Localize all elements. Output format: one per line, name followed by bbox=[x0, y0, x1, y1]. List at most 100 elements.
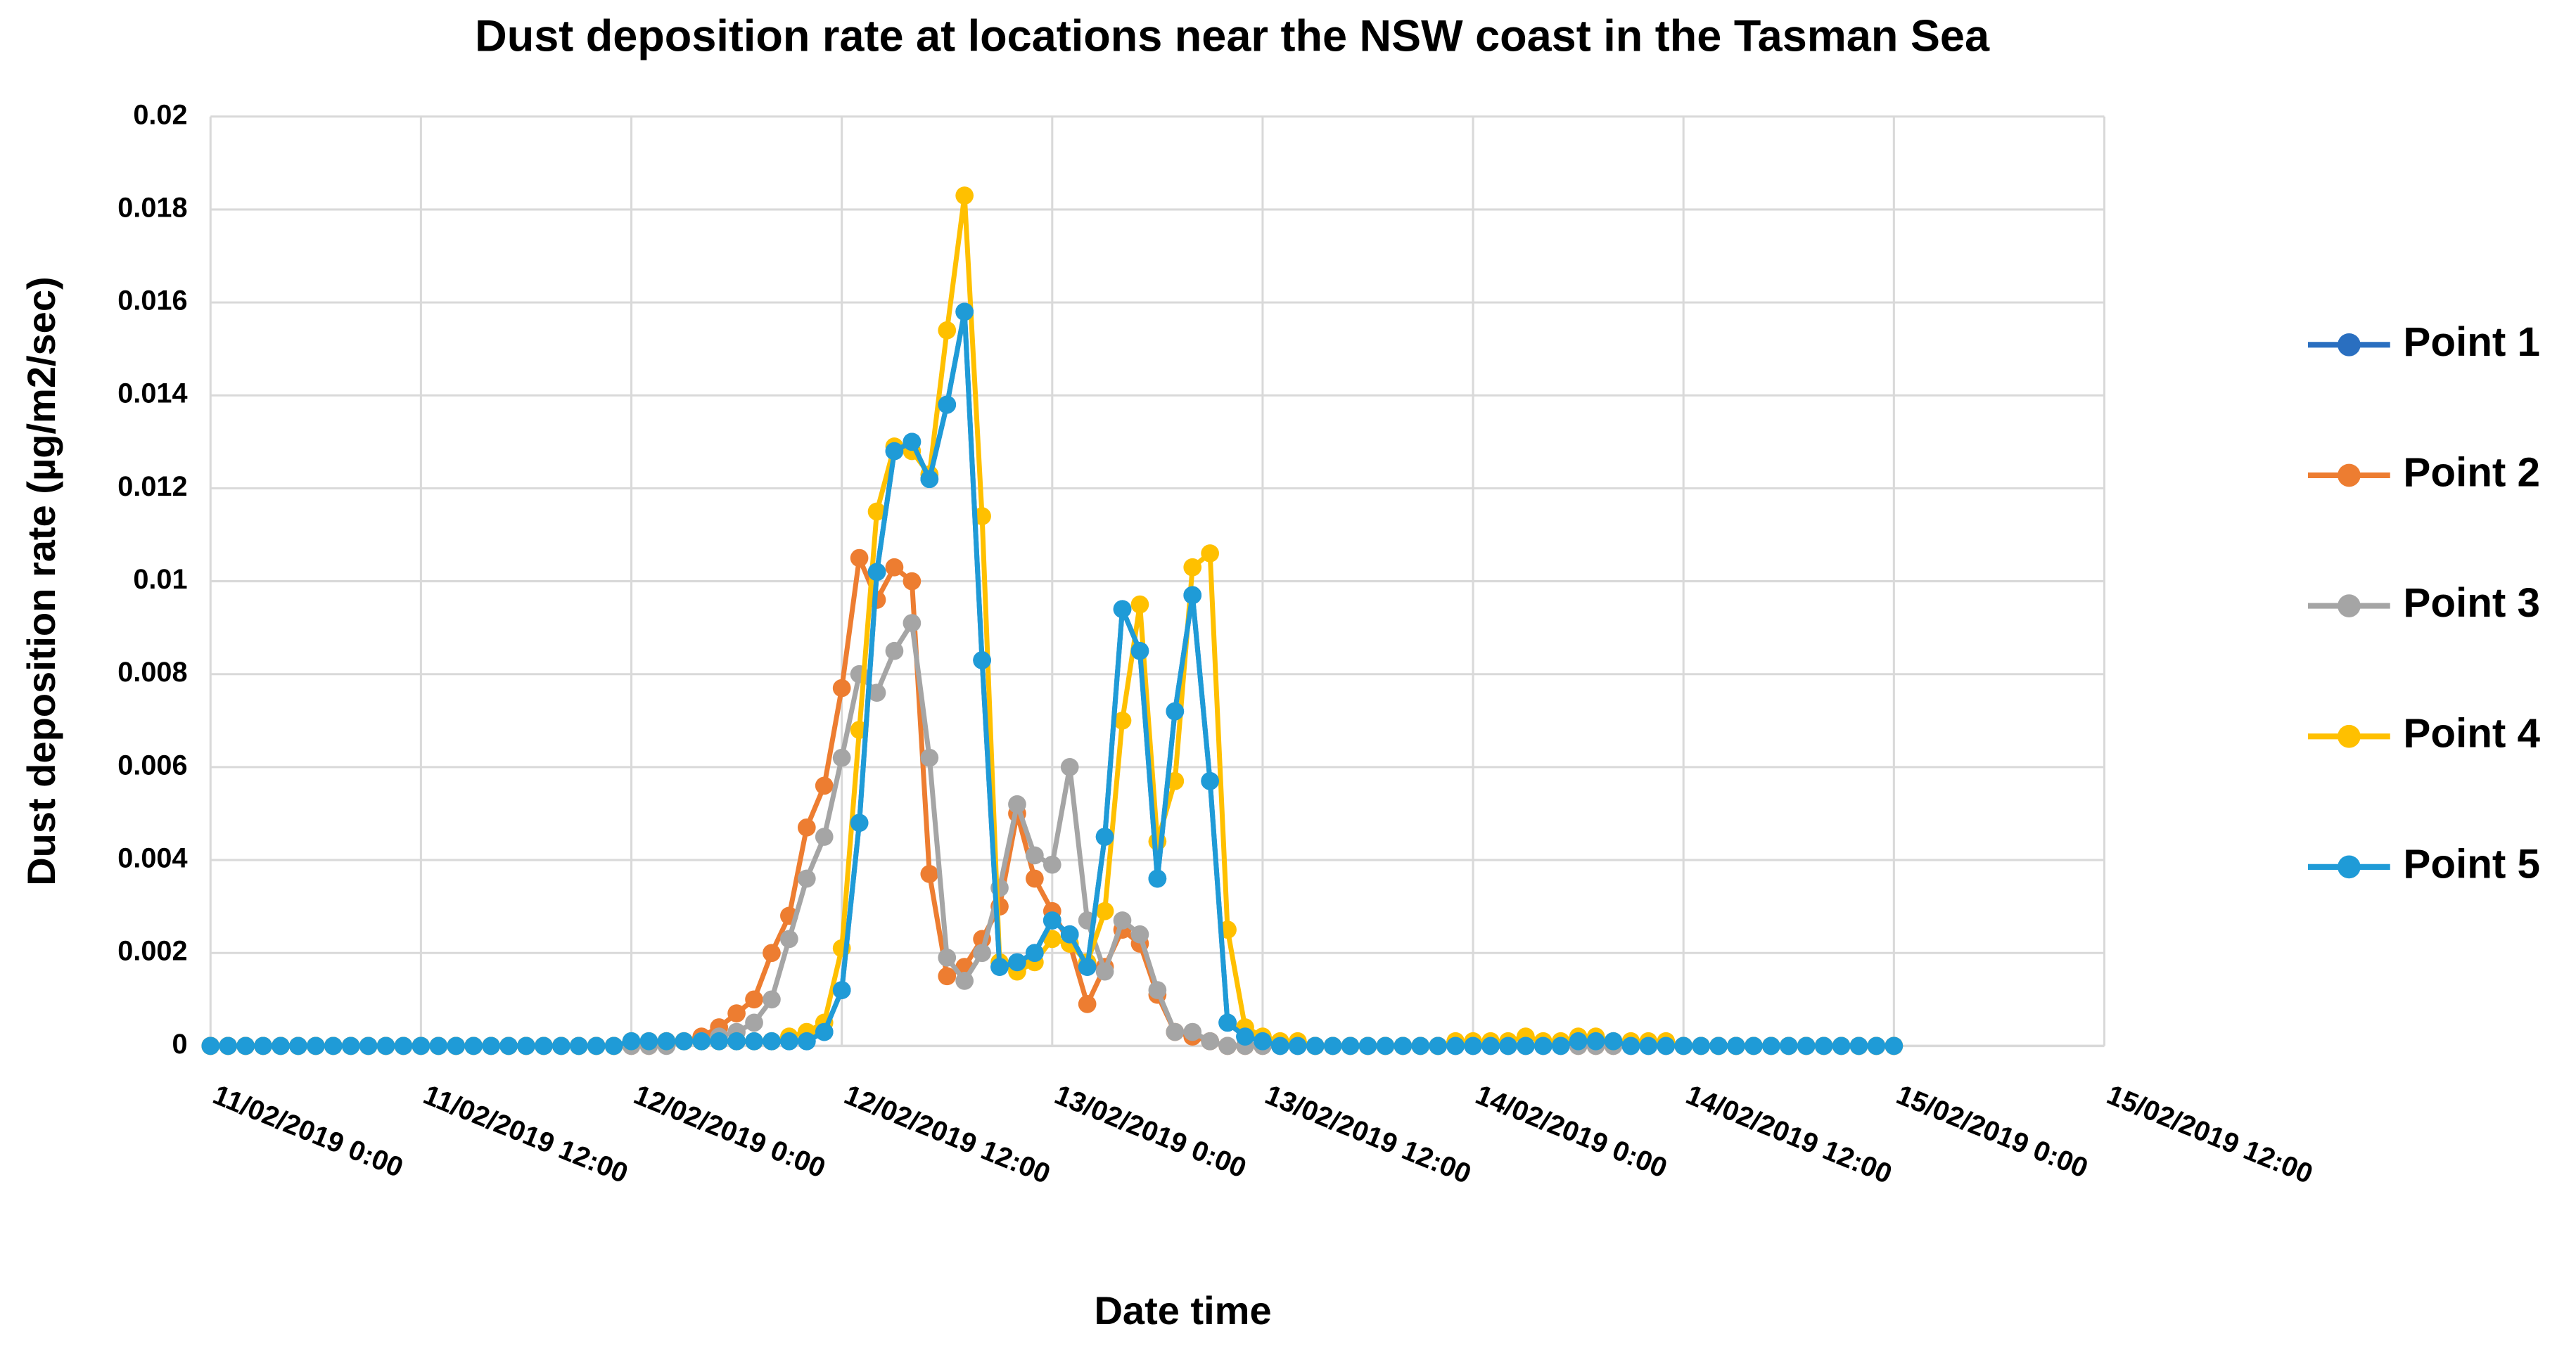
y-tick-label: 0.006 bbox=[117, 750, 187, 781]
chart-title: Dust deposition rate at locations near t… bbox=[475, 12, 1990, 61]
data-point bbox=[1534, 1036, 1552, 1055]
x-tick-label: 13/02/2019 0:00 bbox=[1050, 1079, 1251, 1184]
x-tick-label: 11/02/2019 12:00 bbox=[419, 1079, 632, 1190]
data-point bbox=[903, 614, 922, 632]
data-point bbox=[376, 1036, 395, 1055]
data-point bbox=[1657, 1036, 1676, 1055]
data-point bbox=[1026, 944, 1044, 963]
data-point bbox=[780, 1032, 798, 1051]
data-point bbox=[1078, 958, 1097, 976]
y-tick-label: 0.018 bbox=[117, 192, 187, 223]
data-point bbox=[219, 1036, 238, 1055]
data-point bbox=[1026, 846, 1044, 865]
data-point bbox=[832, 981, 851, 999]
data-point bbox=[1201, 544, 1219, 563]
data-point bbox=[1183, 558, 1202, 577]
data-point bbox=[1236, 1027, 1254, 1046]
data-point bbox=[535, 1036, 553, 1055]
x-tick-label: 12/02/2019 12:00 bbox=[840, 1079, 1054, 1190]
data-point bbox=[482, 1036, 500, 1055]
y-axis-title: Dust deposition rate (µg/m2/sec) bbox=[19, 276, 63, 885]
data-point bbox=[1254, 1032, 1272, 1051]
x-axis-title: Date time bbox=[1094, 1288, 1271, 1333]
data-point bbox=[920, 865, 939, 883]
data-point bbox=[551, 1036, 570, 1055]
data-point bbox=[1113, 600, 1132, 619]
data-point bbox=[832, 679, 851, 698]
data-point bbox=[885, 641, 904, 660]
data-point bbox=[1358, 1036, 1377, 1055]
data-point bbox=[1849, 1036, 1868, 1055]
data-point bbox=[1130, 595, 1149, 614]
data-point bbox=[1183, 1022, 1202, 1041]
data-point bbox=[1288, 1036, 1307, 1055]
data-point bbox=[763, 990, 781, 1009]
data-point bbox=[306, 1036, 325, 1055]
data-point bbox=[236, 1036, 255, 1055]
data-point bbox=[1095, 962, 1114, 981]
data-point bbox=[1130, 641, 1149, 660]
data-point bbox=[1832, 1036, 1851, 1055]
data-point bbox=[1113, 711, 1132, 730]
data-point bbox=[727, 1032, 746, 1051]
data-point bbox=[885, 558, 904, 577]
data-point bbox=[1148, 869, 1167, 888]
data-point bbox=[815, 828, 834, 846]
legend-marker bbox=[2338, 855, 2361, 879]
y-tick-label: 0.014 bbox=[117, 378, 187, 409]
x-tick-label: 15/02/2019 0:00 bbox=[1892, 1079, 2093, 1184]
data-point bbox=[254, 1036, 272, 1055]
data-point bbox=[867, 563, 886, 582]
data-point bbox=[1166, 702, 1185, 721]
data-point bbox=[1166, 1022, 1185, 1041]
data-point bbox=[938, 395, 957, 414]
data-point bbox=[1042, 855, 1061, 874]
data-point bbox=[990, 958, 1009, 976]
data-point bbox=[850, 814, 869, 833]
data-point bbox=[1095, 901, 1114, 920]
y-tick-label: 0.004 bbox=[117, 843, 187, 874]
data-point bbox=[1885, 1036, 1904, 1055]
data-point bbox=[447, 1036, 466, 1055]
data-point bbox=[1745, 1036, 1763, 1055]
y-tick-label: 0.008 bbox=[117, 657, 187, 688]
data-point bbox=[1499, 1036, 1517, 1055]
data-point bbox=[1060, 925, 1079, 944]
data-point bbox=[903, 432, 922, 451]
data-point bbox=[1709, 1036, 1728, 1055]
data-point bbox=[745, 1013, 763, 1032]
data-point bbox=[1517, 1036, 1535, 1055]
data-point bbox=[1621, 1036, 1640, 1055]
data-point bbox=[1148, 981, 1167, 999]
y-tick-label: 0.002 bbox=[117, 936, 187, 967]
data-point bbox=[1026, 869, 1044, 888]
data-point bbox=[394, 1036, 413, 1055]
data-point bbox=[1008, 795, 1026, 814]
data-point bbox=[1814, 1036, 1833, 1055]
legend-label: Point 1 bbox=[2403, 319, 2540, 365]
data-point bbox=[1341, 1036, 1360, 1055]
legend-label: Point 3 bbox=[2403, 580, 2540, 626]
data-point bbox=[639, 1032, 658, 1051]
data-point bbox=[797, 818, 816, 837]
data-point bbox=[587, 1036, 606, 1055]
data-point bbox=[745, 990, 763, 1009]
data-point bbox=[955, 302, 974, 321]
data-point bbox=[832, 748, 851, 767]
data-point bbox=[1323, 1036, 1342, 1055]
data-point bbox=[517, 1036, 535, 1055]
data-point bbox=[797, 869, 816, 888]
data-point bbox=[920, 748, 939, 767]
data-point bbox=[359, 1036, 378, 1055]
data-point bbox=[1113, 911, 1132, 930]
data-point bbox=[289, 1036, 307, 1055]
data-point bbox=[1218, 1036, 1237, 1055]
data-point bbox=[938, 948, 957, 967]
data-point bbox=[1183, 586, 1202, 605]
data-point bbox=[1078, 995, 1097, 1013]
legend-marker bbox=[2338, 463, 2361, 487]
data-point bbox=[1271, 1036, 1289, 1055]
data-point bbox=[973, 944, 991, 963]
data-point bbox=[464, 1036, 483, 1055]
